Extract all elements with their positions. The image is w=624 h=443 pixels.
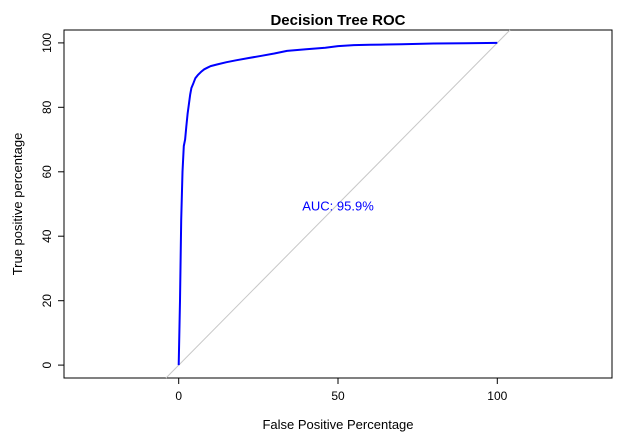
y-tick-label: 20	[40, 294, 54, 308]
x-axis-label: False Positive Percentage	[262, 417, 413, 432]
diagonal-layer	[165, 29, 511, 379]
auc-annotation: AUC: 95.9%	[302, 198, 374, 213]
x-tick-label: 100	[487, 389, 507, 403]
y-axis-label: True positive percentage	[10, 133, 25, 276]
y-tick-label: 100	[40, 33, 54, 53]
y-tick-label: 40	[40, 229, 54, 243]
y-tick-label: 80	[40, 100, 54, 114]
y-tick-label: 60	[40, 165, 54, 179]
roc-curve-line	[177, 41, 498, 366]
diagonal-reference-line	[165, 29, 511, 379]
x-tick-label: 50	[331, 389, 345, 403]
x-tick-label: 0	[175, 389, 182, 403]
chart-title: Decision Tree ROC	[270, 12, 405, 29]
y-tick-label: 0	[40, 361, 54, 368]
curve-layer	[177, 41, 498, 366]
x-axis: 0 50 100	[175, 378, 508, 403]
y-axis: 0 20 40 60 80 100	[40, 33, 64, 368]
